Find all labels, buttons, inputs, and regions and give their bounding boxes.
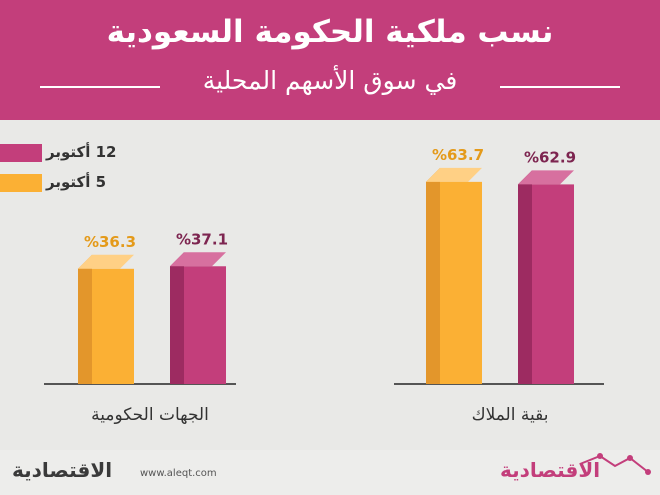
footer-logo-right: الاقتصادية [500,458,601,482]
value-label-other-owners-12-october: %62.9 [524,148,576,166]
legend-swatch-12-october [0,144,42,162]
website-link[interactable]: www.aleqt.com [140,468,217,479]
plot-area: %36.3 %37.1 الجهات الحكومية %63.7 %62.9 بقية … [0,120,660,450]
chart-subtitle: في سوق الأسهم المحلية [202,66,458,95]
value-label-government-12-october: %37.1 [176,230,228,248]
bar-government-5-october-top [78,254,134,269]
chart-svg: %36.3 %37.1 الجهات الحكومية %63.7 %62.9 بقية … [44,146,604,425]
bar-other-owners-12-october-top [518,170,574,185]
subtitle-right-line [500,86,620,88]
bar-government-12-october-side [170,252,184,384]
header-banner: نسب ملكية الحكومة السعودية في سوق الأسهم… [0,0,660,120]
bar-government-12-october [184,266,226,384]
legend-label-5-october: 5 أكتوبر [46,173,107,191]
bar-government-5-october-side [78,254,92,384]
bar-other-owners-5-october [440,181,482,384]
bar-other-owners-12-october [532,184,574,384]
bar-government-5-october [92,268,134,384]
value-label-government-5-october: %36.3 [84,233,136,251]
legend-label-12-october: 12 أكتوبر [46,143,117,161]
bar-other-owners-5-october-top [426,167,482,182]
footer: الاقتصادية www.aleqt.com الاقتصادية [0,450,660,495]
logo-trend-line-icon [579,453,651,475]
bar-other-owners-12-october-side [518,170,532,384]
legend-swatch-5-october [0,174,42,192]
bar-government-12-october-top [170,252,226,267]
value-label-other-owners-5-october: %63.7 [432,146,484,164]
category-label-government: الجهات الحكومية [91,405,209,425]
category-label-other-owners: بقية الملاك [472,405,549,425]
chart-title: نسب ملكية الحكومة السعودية [106,14,554,50]
subtitle-left-line [40,86,160,88]
footer-logo-left: الاقتصادية [12,458,113,482]
bar-other-owners-5-october-side [426,167,440,384]
